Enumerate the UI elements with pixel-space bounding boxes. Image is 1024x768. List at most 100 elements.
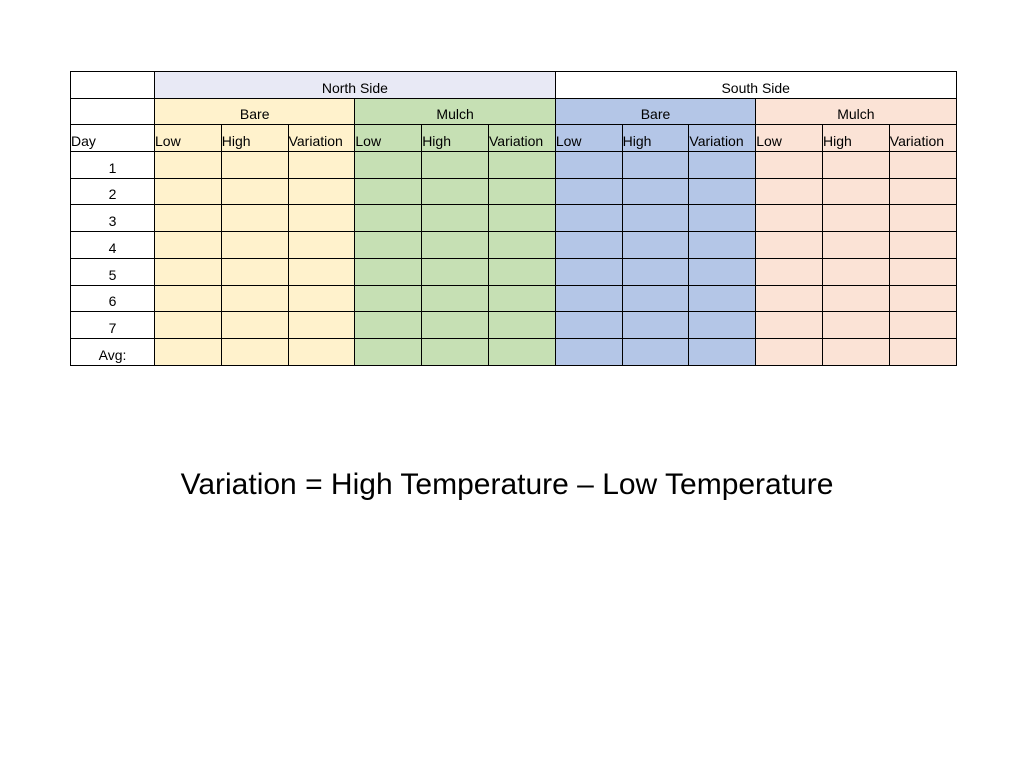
data-cell-north-mulch[interactable] bbox=[354, 231, 423, 259]
data-cell-south-bare[interactable] bbox=[688, 177, 757, 206]
data-cell-south-bare[interactable] bbox=[621, 337, 690, 366]
data-cell-north-bare[interactable] bbox=[287, 151, 356, 179]
data-cell-north-bare[interactable] bbox=[220, 311, 289, 339]
data-cell-north-bare[interactable] bbox=[154, 151, 222, 179]
data-cell-north-mulch[interactable] bbox=[354, 337, 423, 366]
column-header-south-bare-variation: Variation bbox=[688, 124, 757, 153]
data-cell-south-bare[interactable] bbox=[554, 337, 623, 366]
data-cell-north-bare[interactable] bbox=[154, 257, 222, 286]
data-cell-north-mulch[interactable] bbox=[487, 284, 556, 313]
data-cell-south-bare[interactable] bbox=[688, 284, 757, 313]
data-cell-south-mulch[interactable] bbox=[755, 177, 823, 206]
data-cell-south-mulch[interactable] bbox=[822, 284, 890, 313]
data-cell-south-bare[interactable] bbox=[688, 337, 757, 366]
data-cell-north-bare[interactable] bbox=[220, 231, 289, 259]
data-cell-south-mulch[interactable] bbox=[888, 257, 957, 286]
data-cell-south-mulch[interactable] bbox=[822, 311, 890, 339]
data-cell-north-bare[interactable] bbox=[220, 257, 289, 286]
data-cell-south-mulch[interactable] bbox=[888, 337, 957, 366]
data-cell-north-bare[interactable] bbox=[287, 257, 356, 286]
data-cell-south-bare[interactable] bbox=[554, 257, 623, 286]
data-cell-north-bare[interactable] bbox=[220, 284, 289, 313]
data-cell-north-bare[interactable] bbox=[220, 177, 289, 206]
data-cell-south-mulch[interactable] bbox=[755, 231, 823, 259]
data-cell-south-bare[interactable] bbox=[621, 177, 690, 206]
data-cell-south-mulch[interactable] bbox=[888, 204, 957, 233]
data-cell-north-mulch[interactable] bbox=[354, 257, 423, 286]
data-cell-south-mulch[interactable] bbox=[755, 204, 823, 233]
data-cell-south-bare[interactable] bbox=[621, 231, 690, 259]
data-cell-north-mulch[interactable] bbox=[421, 311, 489, 339]
data-cell-south-bare[interactable] bbox=[554, 151, 623, 179]
data-cell-north-bare[interactable] bbox=[154, 284, 222, 313]
data-cell-north-mulch[interactable] bbox=[487, 151, 556, 179]
data-cell-north-bare[interactable] bbox=[287, 231, 356, 259]
data-cell-north-mulch[interactable] bbox=[487, 177, 556, 206]
data-cell-north-bare[interactable] bbox=[154, 177, 222, 206]
data-cell-south-bare[interactable] bbox=[621, 204, 690, 233]
data-cell-north-mulch[interactable] bbox=[421, 231, 489, 259]
data-cell-south-mulch[interactable] bbox=[888, 177, 957, 206]
data-cell-south-bare[interactable] bbox=[688, 151, 757, 179]
data-cell-north-mulch[interactable] bbox=[421, 204, 489, 233]
data-cell-south-mulch[interactable] bbox=[822, 204, 890, 233]
data-cell-north-mulch[interactable] bbox=[421, 177, 489, 206]
row-label: Avg: bbox=[70, 337, 155, 366]
data-cell-north-mulch[interactable] bbox=[354, 284, 423, 313]
data-cell-south-bare[interactable] bbox=[554, 177, 623, 206]
data-cell-north-mulch[interactable] bbox=[354, 311, 423, 339]
data-cell-south-bare[interactable] bbox=[688, 257, 757, 286]
data-cell-south-bare[interactable] bbox=[554, 284, 623, 313]
data-cell-north-bare[interactable] bbox=[287, 204, 356, 233]
data-cell-north-mulch[interactable] bbox=[421, 257, 489, 286]
data-cell-south-mulch[interactable] bbox=[755, 311, 823, 339]
data-cell-north-bare[interactable] bbox=[287, 177, 356, 206]
data-cell-south-bare[interactable] bbox=[554, 311, 623, 339]
data-cell-south-mulch[interactable] bbox=[755, 151, 823, 179]
data-cell-south-bare[interactable] bbox=[688, 311, 757, 339]
data-cell-north-bare[interactable] bbox=[154, 337, 222, 366]
data-cell-south-mulch[interactable] bbox=[888, 231, 957, 259]
data-cell-north-bare[interactable] bbox=[220, 204, 289, 233]
data-cell-south-mulch[interactable] bbox=[888, 284, 957, 313]
data-cell-south-mulch[interactable] bbox=[755, 257, 823, 286]
data-cell-north-mulch[interactable] bbox=[487, 311, 556, 339]
data-cell-north-bare[interactable] bbox=[220, 337, 289, 366]
data-cell-north-bare[interactable] bbox=[287, 337, 356, 366]
data-cell-south-mulch[interactable] bbox=[822, 151, 890, 179]
data-cell-north-mulch[interactable] bbox=[354, 204, 423, 233]
data-cell-north-bare[interactable] bbox=[154, 311, 222, 339]
data-cell-south-mulch[interactable] bbox=[822, 257, 890, 286]
data-cell-south-bare[interactable] bbox=[621, 311, 690, 339]
data-cell-south-bare[interactable] bbox=[621, 284, 690, 313]
data-cell-south-bare[interactable] bbox=[621, 257, 690, 286]
data-cell-south-bare[interactable] bbox=[688, 204, 757, 233]
data-cell-north-mulch[interactable] bbox=[487, 257, 556, 286]
data-cell-south-mulch[interactable] bbox=[888, 311, 957, 339]
data-cell-north-bare[interactable] bbox=[220, 151, 289, 179]
data-cell-south-mulch[interactable] bbox=[755, 337, 823, 366]
data-cell-north-mulch[interactable] bbox=[487, 204, 556, 233]
data-cell-north-bare[interactable] bbox=[154, 204, 222, 233]
data-cell-south-bare[interactable] bbox=[554, 231, 623, 259]
data-cell-south-bare[interactable] bbox=[688, 231, 757, 259]
data-cell-south-bare[interactable] bbox=[554, 204, 623, 233]
data-cell-north-mulch[interactable] bbox=[421, 151, 489, 179]
data-cell-south-mulch[interactable] bbox=[822, 231, 890, 259]
data-cell-south-bare[interactable] bbox=[621, 151, 690, 179]
data-cell-north-mulch[interactable] bbox=[354, 151, 423, 179]
data-cell-north-mulch[interactable] bbox=[421, 284, 489, 313]
table-row: 1 bbox=[70, 151, 957, 179]
data-cell-north-mulch[interactable] bbox=[421, 337, 489, 366]
data-cell-south-mulch[interactable] bbox=[755, 284, 823, 313]
data-cell-north-bare[interactable] bbox=[287, 284, 356, 313]
data-cell-north-mulch[interactable] bbox=[354, 177, 423, 206]
data-cell-north-bare[interactable] bbox=[154, 231, 222, 259]
data-cell-south-mulch[interactable] bbox=[822, 337, 890, 366]
data-cell-north-mulch[interactable] bbox=[487, 337, 556, 366]
data-cell-south-mulch[interactable] bbox=[888, 151, 957, 179]
data-cell-north-bare[interactable] bbox=[287, 311, 356, 339]
data-cell-south-mulch[interactable] bbox=[822, 177, 890, 206]
data-cell-north-mulch[interactable] bbox=[487, 231, 556, 259]
south-side-header: South Side bbox=[554, 71, 957, 99]
